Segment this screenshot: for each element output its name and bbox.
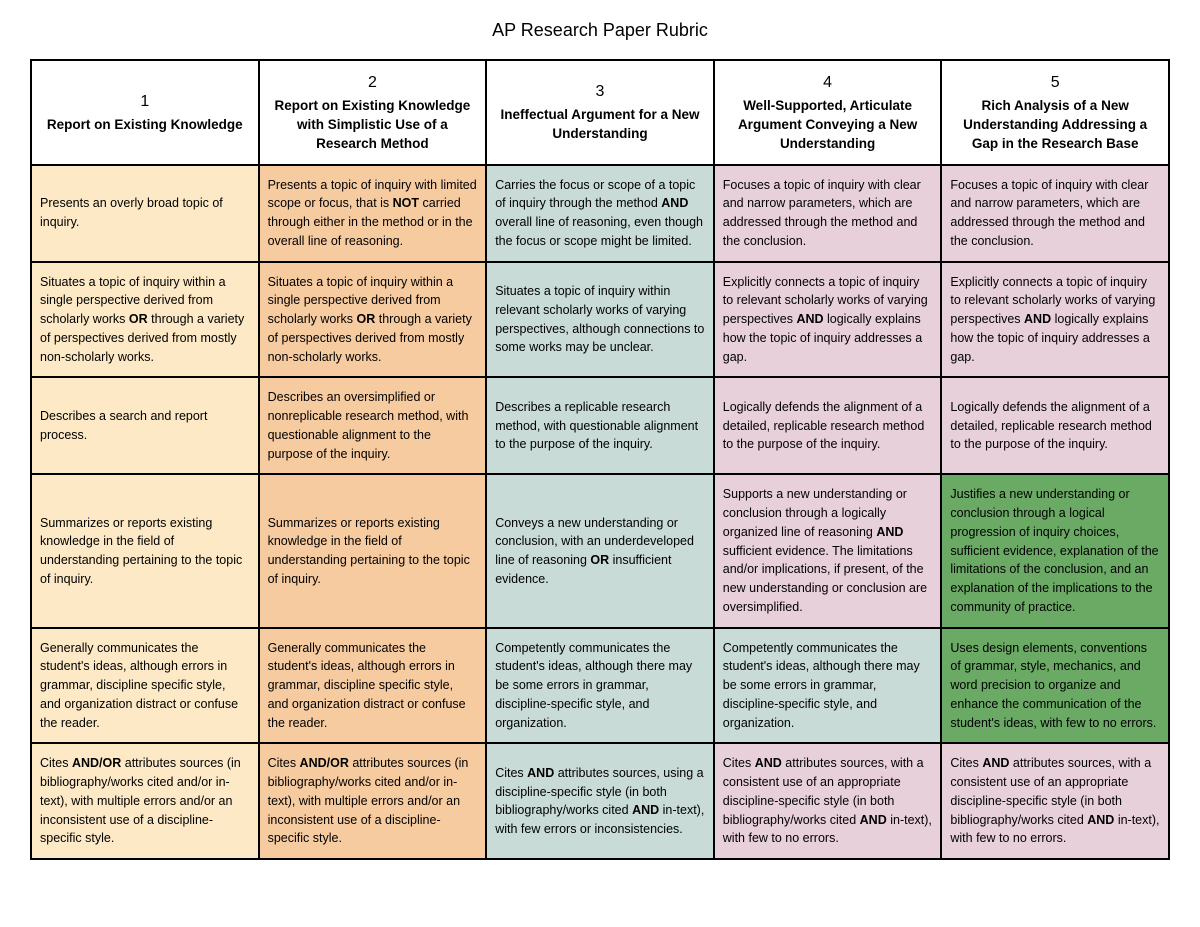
header-title: Well-Supported, Articulate Argument Conv… (721, 97, 935, 154)
rubric-cell: Carries the focus or scope of a topic of… (486, 165, 714, 262)
rubric-cell: Situates a topic of inquiry within a sin… (259, 262, 487, 378)
rubric-row: Presents an overly broad topic of inquir… (31, 165, 1169, 262)
rubric-header-cell: 1 Report on Existing Knowledge (31, 60, 259, 165)
header-title: Report on Existing Knowledge with Simpli… (266, 97, 480, 154)
rubric-cell: Generally communicates the student's ide… (259, 628, 487, 744)
rubric-cell: Conveys a new understanding or conclusio… (486, 474, 714, 627)
header-number: 1 (38, 90, 252, 114)
header-number: 2 (266, 71, 480, 95)
rubric-cell: Supports a new understanding or conclusi… (714, 474, 942, 627)
rubric-header-cell: 4Well-Supported, Articulate Argument Con… (714, 60, 942, 165)
rubric-cell: Explicitly connects a topic of inquiry t… (714, 262, 942, 378)
rubric-table: 1 Report on Existing Knowledge 2Report on … (30, 59, 1170, 860)
rubric-cell: Situates a topic of inquiry within a sin… (31, 262, 259, 378)
rubric-cell: Cites AND attributes sources, with a con… (941, 743, 1169, 859)
rubric-row: Cites AND/OR attributes sources (in bibl… (31, 743, 1169, 859)
rubric-header-cell: 2Report on Existing Knowledge with Simpl… (259, 60, 487, 165)
header-number: 5 (948, 71, 1162, 95)
rubric-cell: Cites AND attributes sources, using a di… (486, 743, 714, 859)
rubric-cell: Presents an overly broad topic of inquir… (31, 165, 259, 262)
rubric-cell: Explicitly connects a topic of inquiry t… (941, 262, 1169, 378)
rubric-cell: Justifies a new understanding or conclus… (941, 474, 1169, 627)
rubric-cell: Competently communicates the student's i… (486, 628, 714, 744)
rubric-cell: Logically defends the alignment of a det… (941, 377, 1169, 474)
rubric-row: Situates a topic of inquiry within a sin… (31, 262, 1169, 378)
rubric-header-row: 1 Report on Existing Knowledge 2Report on … (31, 60, 1169, 165)
rubric-cell: Logically defends the alignment of a det… (714, 377, 942, 474)
header-number: 4 (721, 71, 935, 95)
rubric-cell: Cites AND attributes sources, with a con… (714, 743, 942, 859)
rubric-cell: Focuses a topic of inquiry with clear an… (714, 165, 942, 262)
header-title: Ineffectual Argument for a New Understan… (493, 106, 707, 144)
rubric-row: Describes a search and report process.De… (31, 377, 1169, 474)
rubric-cell: Focuses a topic of inquiry with clear an… (941, 165, 1169, 262)
rubric-cell: Summarizes or reports existing knowledge… (31, 474, 259, 627)
header-title: Report on Existing Knowledge (38, 116, 252, 135)
rubric-cell: Competently communicates the student's i… (714, 628, 942, 744)
rubric-cell: Cites AND/OR attributes sources (in bibl… (259, 743, 487, 859)
rubric-row: Summarizes or reports existing knowledge… (31, 474, 1169, 627)
rubric-cell: Summarizes or reports existing knowledge… (259, 474, 487, 627)
rubric-cell: Describes a replicable research method, … (486, 377, 714, 474)
rubric-cell: Describes a search and report process. (31, 377, 259, 474)
rubric-cell: Situates a topic of inquiry within relev… (486, 262, 714, 378)
rubric-cell: Uses design elements, conventions of gra… (941, 628, 1169, 744)
rubric-row: Generally communicates the student's ide… (31, 628, 1169, 744)
page-title: AP Research Paper Rubric (30, 20, 1170, 41)
rubric-cell: Presents a topic of inquiry with limited… (259, 165, 487, 262)
rubric-header-cell: 3Ineffectual Argument for a New Understa… (486, 60, 714, 165)
header-title: Rich Analysis of a New Understanding Add… (948, 97, 1162, 154)
rubric-cell: Describes an oversimplified or nonreplic… (259, 377, 487, 474)
rubric-cell: Generally communicates the student's ide… (31, 628, 259, 744)
rubric-header-cell: 5Rich Analysis of a New Understanding Ad… (941, 60, 1169, 165)
rubric-cell: Cites AND/OR attributes sources (in bibl… (31, 743, 259, 859)
header-number: 3 (493, 80, 707, 104)
